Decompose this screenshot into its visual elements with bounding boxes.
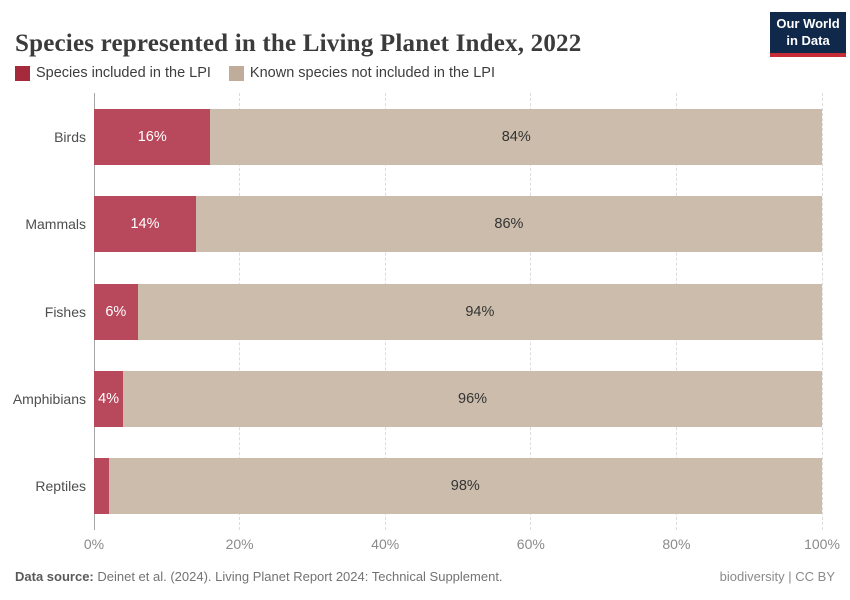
legend-label-not-included: Known species not included in the LPI [249,65,495,81]
legend-label-included: Species included in the LPI [36,65,211,81]
bar-value-label: 16% [137,128,167,145]
bar-birds-included: 16% [94,108,211,165]
license-credit: biodiversity | CC BY [719,569,835,584]
legend: Species included in the LPI Known specie… [15,65,513,81]
owid-logo: Our World in Data [770,12,846,57]
bar-birds-not-included: 84% [210,108,822,165]
bar-amphibians-not-included: 96% [123,370,822,427]
data-source-label: Data source: [15,569,94,584]
bar-value-label: 98% [450,478,480,495]
bar-fishes-included: 6% [94,283,138,340]
data-source: Data source: Deinet et al. (2024). Livin… [15,569,503,584]
legend-item-included: Species included in the LPI [15,65,211,81]
category-label-reptiles: Reptiles [35,478,86,495]
bar-value-label: 4% [98,390,120,407]
legend-swatch-included [15,65,30,81]
page-title: Species represented in the Living Planet… [15,29,582,57]
x-tick-label-80: 80% [662,536,691,552]
bar-value-label: 86% [494,216,524,233]
owid-logo-text: Our World in Data [776,16,840,48]
bar-value-label: 96% [458,390,488,407]
bar-value-label: 84% [501,128,531,145]
footer: Data source: Deinet et al. (2024). Livin… [15,569,835,584]
category-label-amphibians: Amphibians [12,390,86,407]
category-label-mammals: Mammals [25,216,86,233]
x-tick-label-100: 100% [804,536,840,552]
x-tick-label-60: 60% [516,536,545,552]
legend-swatch-not-included [228,65,244,81]
bar-amphibians-included: 4% [94,370,124,427]
x-tick-label-20: 20% [225,536,254,552]
bar-mammals-not-included: 86% [195,196,822,253]
bar-reptiles-included [94,458,109,515]
bar-value-label: 14% [130,216,160,233]
bar-reptiles-not-included: 98% [108,458,822,515]
legend-item-not-included: Known species not included in the LPI [228,65,495,81]
gridline-100 [821,93,823,530]
bar-value-label: 94% [465,303,495,320]
category-label-fishes: Fishes [44,303,86,320]
bar-mammals-included: 14% [94,196,196,253]
category-label-birds: Birds [54,128,86,145]
plot-area: 0% 20% 40% 60% 80% 100% Birds 16% 84% Mammals 14% 8… [13,93,840,552]
x-tick-label-0: 0% [83,536,105,552]
x-tick-label-40: 40% [371,536,400,552]
bar-fishes-not-included: 94% [137,283,822,340]
bar-value-label: 6% [105,303,127,320]
data-source-text: Deinet et al. (2024). Living Planet Repo… [93,569,503,584]
